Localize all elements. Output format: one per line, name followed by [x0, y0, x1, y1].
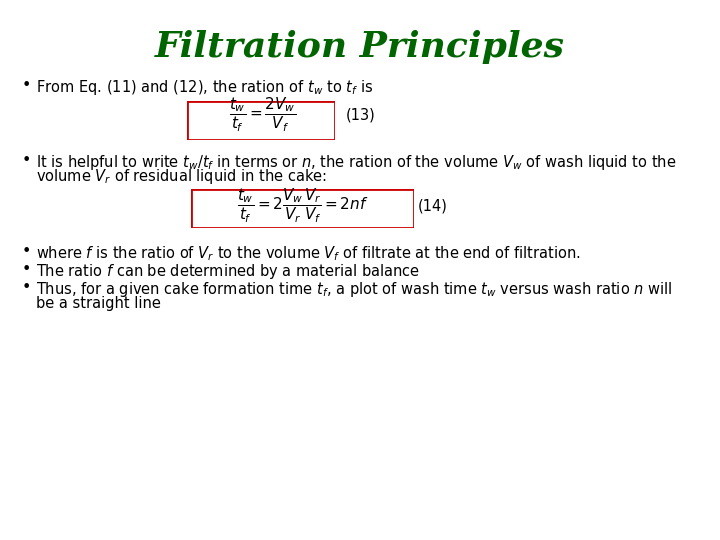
- Text: •: •: [22, 78, 32, 93]
- Text: (14): (14): [418, 199, 447, 213]
- Text: The ratio $f$ can be determined by a material balance: The ratio $f$ can be determined by a mat…: [36, 262, 420, 281]
- Text: Filtration Principles: Filtration Principles: [155, 30, 565, 64]
- Text: •: •: [22, 244, 32, 259]
- Text: Thus, for a given cake formation time $t_f$, a plot of wash time $t_w$ versus wa: Thus, for a given cake formation time $t…: [36, 280, 672, 299]
- Text: (13): (13): [346, 107, 375, 123]
- Text: volume $V_r$ of residual liquid in the cake:: volume $V_r$ of residual liquid in the c…: [36, 167, 327, 186]
- Text: It is helpful to write $t_w$/$t_f$ in terms or $n$, the ration of the volume $V_: It is helpful to write $t_w$/$t_f$ in te…: [36, 153, 676, 172]
- Text: From Eq. (11) and (12), the ration of $t_w$ to $t_f$ is: From Eq. (11) and (12), the ration of $t…: [36, 78, 374, 97]
- Text: •: •: [22, 153, 32, 168]
- Text: •: •: [22, 280, 32, 295]
- Text: be a straight line: be a straight line: [36, 296, 161, 311]
- Text: where $f$ is the ratio of $V_r$ to the volume $V_f$ of filtrate at the end of fi: where $f$ is the ratio of $V_r$ to the v…: [36, 244, 581, 262]
- Text: •: •: [22, 262, 32, 277]
- Text: $\dfrac{t_w}{t_f} = \dfrac{2V_w}{V_f}$: $\dfrac{t_w}{t_f} = \dfrac{2V_w}{V_f}$: [229, 96, 297, 134]
- Text: $\dfrac{t_w}{t_f} = 2\dfrac{V_w}{V_r}\dfrac{V_r}{V_f} = 2nf$: $\dfrac{t_w}{t_f} = 2\dfrac{V_w}{V_r}\df…: [237, 187, 368, 225]
